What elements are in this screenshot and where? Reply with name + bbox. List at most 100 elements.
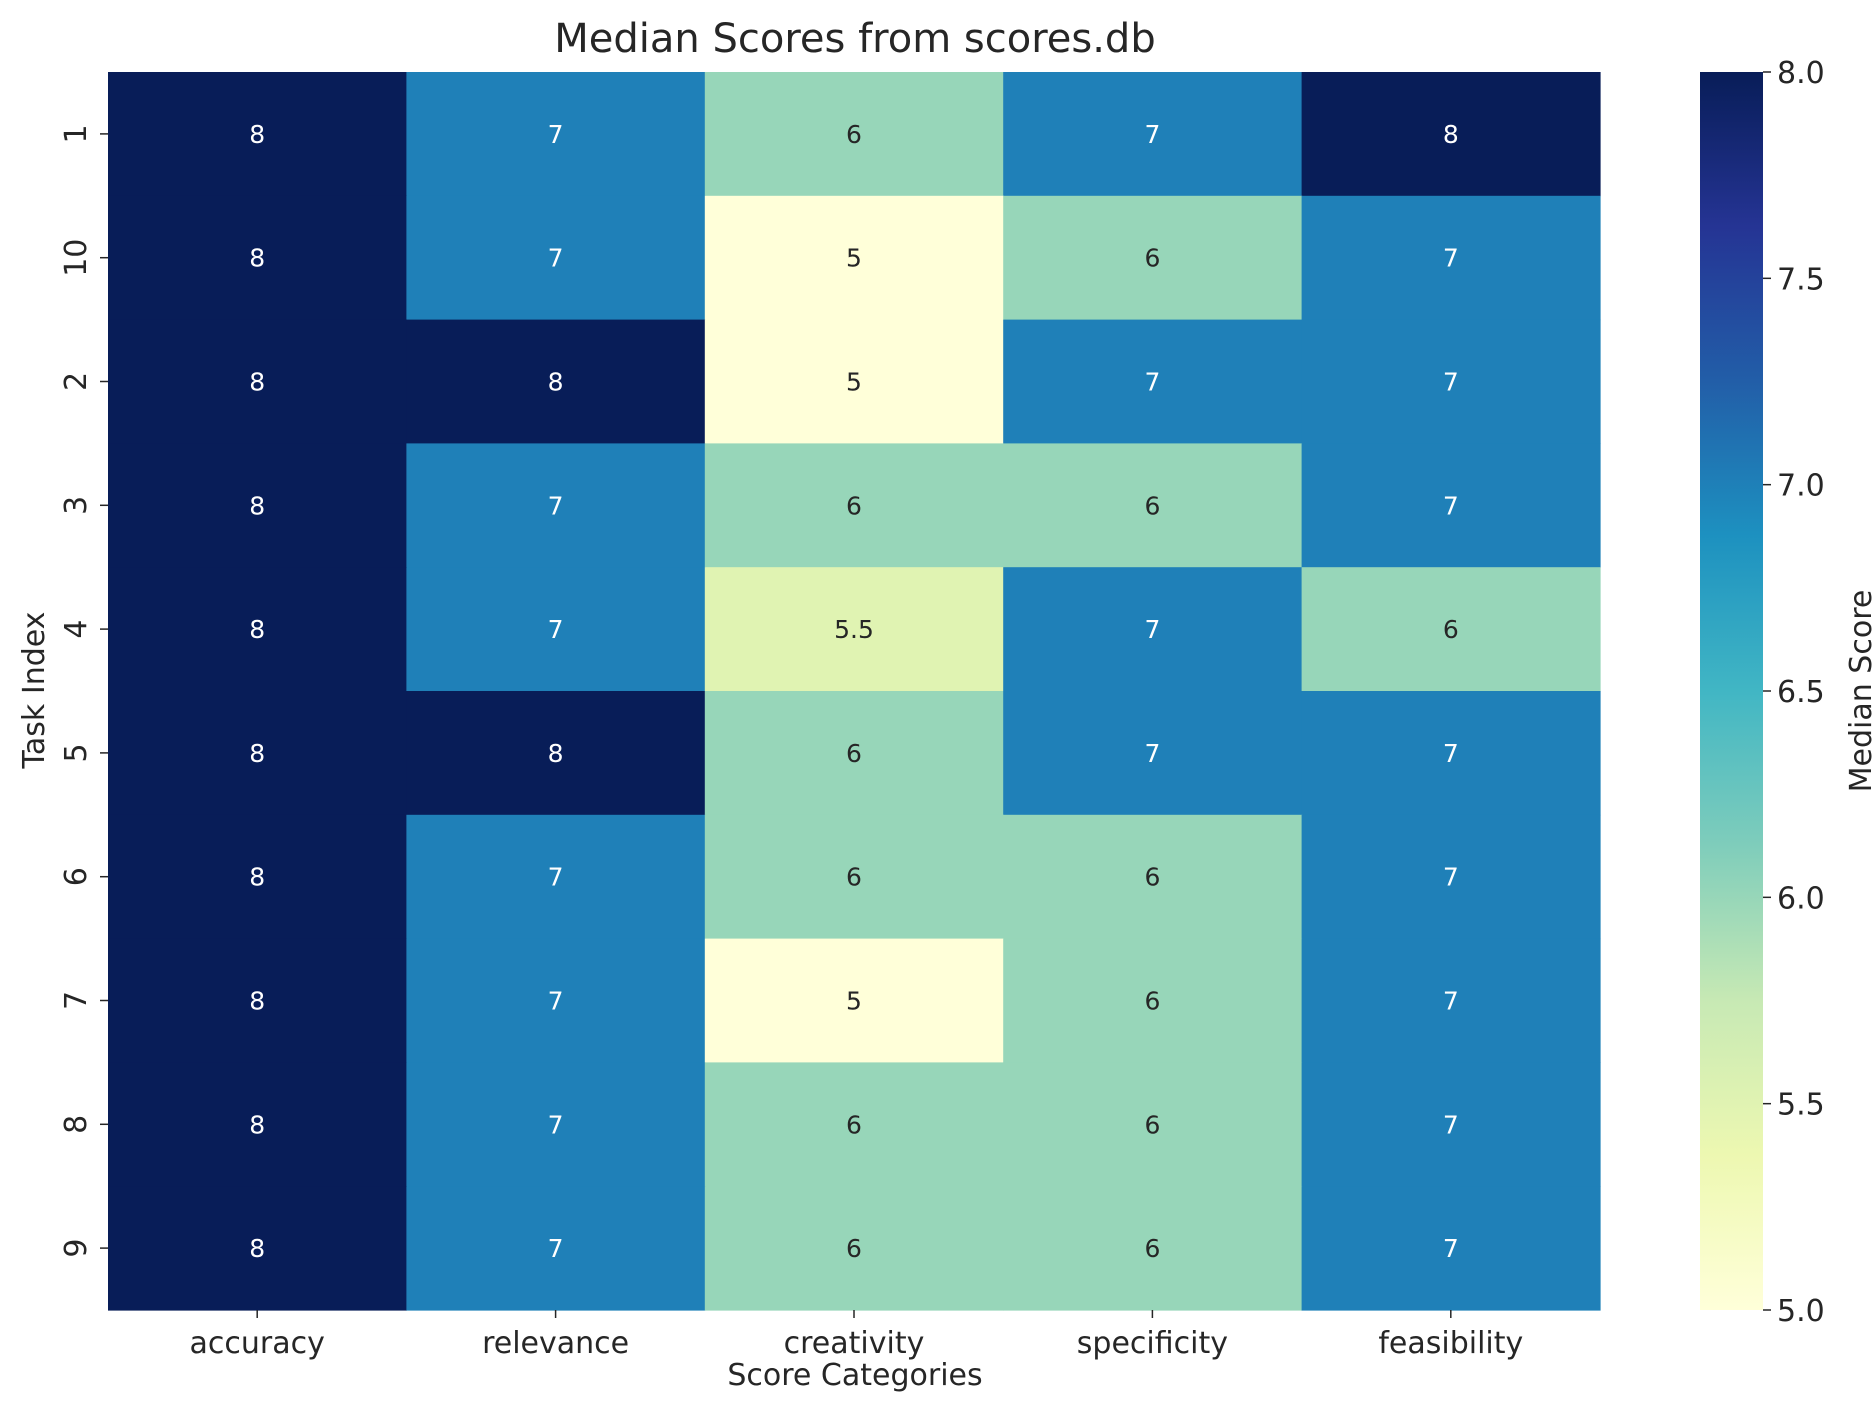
cell-value-label: 7 <box>548 863 564 892</box>
heatmap-cell <box>406 814 706 940</box>
heatmap-cell <box>1301 938 1601 1063</box>
heatmap-cell <box>1301 1062 1601 1187</box>
heatmap-cell <box>704 195 1004 321</box>
y-axis-label: Task Index <box>17 612 52 770</box>
heatmap-cell <box>108 814 407 940</box>
cell-value-label: 8 <box>1443 120 1459 149</box>
heatmap-cell <box>108 1186 407 1311</box>
heatmap-cell <box>704 72 1004 197</box>
colorbar-tick-label: 7.0 <box>1777 469 1825 504</box>
y-tick-label: 7 <box>59 991 94 1010</box>
heatmap-cell <box>704 814 1004 940</box>
y-tick-label: 5 <box>59 743 94 762</box>
x-tick-label: feasibility <box>1378 1326 1523 1361</box>
cell-value-label: 8 <box>249 987 265 1016</box>
y-tick-label: 10 <box>59 239 94 277</box>
heatmap-cell <box>108 195 407 321</box>
x-tick-label: relevance <box>482 1326 629 1361</box>
x-tick-label: creativity <box>784 1326 925 1361</box>
cell-value-label: 5 <box>846 987 862 1016</box>
heatmap-cell <box>1301 443 1601 568</box>
cell-value-label: 8 <box>249 244 265 273</box>
cell-value-label: 7 <box>1443 244 1459 273</box>
heatmap-cell <box>406 1062 706 1187</box>
y-tick-label: 4 <box>59 620 94 639</box>
heatmap-cell <box>1301 195 1601 321</box>
heatmap-cell <box>704 319 1004 444</box>
heatmap-cell <box>704 1062 1004 1187</box>
heatmap-cell <box>704 443 1004 568</box>
chart-title: Median Scores from scores.db <box>554 16 1155 62</box>
heatmap-cell <box>108 443 407 568</box>
colorbar-tick-label: 6.0 <box>1777 881 1825 916</box>
cell-value-label: 6 <box>846 1110 862 1139</box>
y-tick-label: 1 <box>59 124 94 143</box>
cell-value-label: 7 <box>1144 368 1160 397</box>
heatmap-cell <box>1301 567 1601 692</box>
cell-value-label: 8 <box>548 739 564 768</box>
heatmap-cell <box>1003 443 1303 568</box>
heatmap-cell <box>1003 1186 1303 1311</box>
heatmap-cell <box>108 72 407 197</box>
heatmap-cell <box>1301 814 1601 940</box>
heatmap-cell <box>1301 1186 1601 1311</box>
cell-value-label: 8 <box>249 739 265 768</box>
colorbar <box>1700 72 1763 1310</box>
heatmap-cell <box>1003 567 1303 692</box>
cell-value-label: 7 <box>548 1234 564 1263</box>
cell-value-label: 5.5 <box>834 615 874 644</box>
cell-value-label: 7 <box>548 120 564 149</box>
cell-value-label: 7 <box>548 244 564 273</box>
heatmap-cell <box>108 938 407 1063</box>
cell-value-label: 6 <box>846 863 862 892</box>
cell-value-label: 7 <box>548 615 564 644</box>
cell-value-label: 6 <box>1144 491 1160 520</box>
heatmap-cell <box>704 691 1004 816</box>
cell-value-label: 8 <box>249 491 265 520</box>
cell-value-label: 6 <box>846 120 862 149</box>
y-axis-ticks: 1 10 2 3 4 5 6 7 8 9 <box>59 124 108 1258</box>
cell-value-label: 5 <box>846 244 862 273</box>
heatmap-cell <box>704 567 1004 692</box>
heatmap-cell <box>1301 319 1601 444</box>
y-tick-label: 2 <box>59 372 94 391</box>
cell-value-label: 6 <box>1443 615 1459 644</box>
cell-value-label: 8 <box>548 368 564 397</box>
heatmap-cell <box>108 1062 407 1187</box>
heatmap-cell <box>704 938 1004 1063</box>
cell-value-label: 6 <box>1144 863 1160 892</box>
heatmap-cell <box>406 938 706 1063</box>
colorbar-tick-label: 5.5 <box>1777 1088 1825 1123</box>
cell-value-label: 7 <box>1144 120 1160 149</box>
x-tick-label: accuracy <box>190 1326 325 1361</box>
heatmap-cell <box>704 1186 1004 1311</box>
cell-value-label: 8 <box>249 1110 265 1139</box>
heatmap-cell <box>406 1186 706 1311</box>
heatmap-cell <box>1003 195 1303 321</box>
x-axis-ticks: accuracy relevance creativity specificity fe… <box>190 1310 1523 1361</box>
heatmap-cell <box>1003 938 1303 1063</box>
cell-value-label: 6 <box>846 739 862 768</box>
heatmap-cell <box>108 691 407 816</box>
y-tick-label: 9 <box>59 1239 94 1258</box>
heatmap-cell <box>108 567 407 692</box>
cell-value-label: 7 <box>548 1110 564 1139</box>
cell-value-label: 7 <box>1443 987 1459 1016</box>
heatmap-cell <box>406 691 706 816</box>
cell-value-label: 8 <box>249 615 265 644</box>
cell-value-label: 8 <box>249 1234 265 1263</box>
heatmap-cell <box>1003 319 1303 444</box>
heatmap-cell <box>1301 72 1601 197</box>
heatmap-cell <box>1003 1062 1303 1187</box>
cell-value-label: 6 <box>1144 1234 1160 1263</box>
heatmap-cell <box>1301 691 1601 816</box>
heatmap-cell <box>406 319 706 444</box>
cell-value-label: 6 <box>846 1234 862 1263</box>
cell-value-label: 7 <box>1443 368 1459 397</box>
cell-value-label: 7 <box>548 491 564 520</box>
x-tick-label: specificity <box>1077 1326 1228 1361</box>
cell-value-label: 7 <box>548 987 564 1016</box>
colorbar-tick-label: 7.5 <box>1777 262 1825 297</box>
cell-value-label: 5 <box>846 368 862 397</box>
